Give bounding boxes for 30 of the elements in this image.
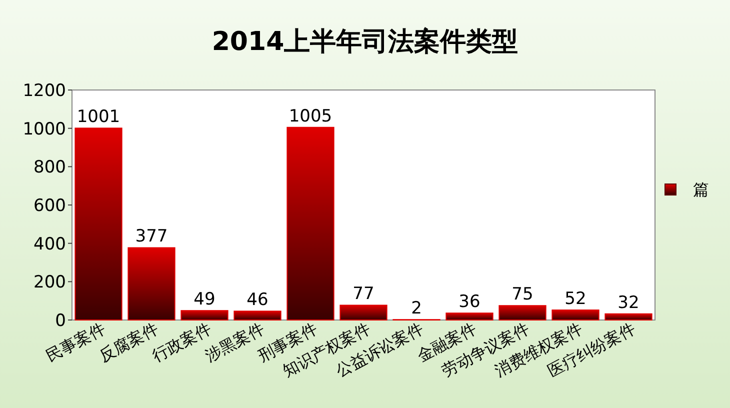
bar (180, 310, 228, 320)
bar (340, 304, 388, 320)
y-tick-label: 0 (55, 311, 66, 331)
bar (128, 247, 176, 320)
bar (604, 313, 652, 320)
bar (446, 312, 494, 320)
chart-title: 2014上半年司法案件类型 (212, 27, 518, 57)
data-label: 32 (618, 292, 640, 313)
y-tick-label: 1000 (22, 119, 66, 140)
data-label: 1001 (76, 107, 120, 128)
legend-label: 篇 (693, 180, 709, 199)
data-label: 52 (564, 289, 586, 310)
y-tick-label: 600 (34, 196, 66, 216)
bar (286, 126, 334, 320)
data-label: 77 (352, 284, 374, 304)
bar (234, 310, 282, 320)
y-tick-label: 400 (34, 234, 66, 254)
y-tick-label: 200 (34, 272, 66, 293)
bar (552, 310, 600, 320)
y-tick-label: 800 (34, 158, 66, 178)
bar (74, 128, 122, 320)
data-label: 2 (411, 298, 422, 319)
data-label: 36 (458, 292, 480, 312)
bar (498, 305, 546, 320)
data-label: 46 (246, 290, 268, 310)
data-label: 377 (135, 226, 168, 247)
data-label: 49 (194, 290, 216, 310)
data-label: 1005 (288, 106, 332, 126)
y-tick-label: 1200 (22, 81, 66, 101)
data-label: 75 (512, 284, 534, 305)
